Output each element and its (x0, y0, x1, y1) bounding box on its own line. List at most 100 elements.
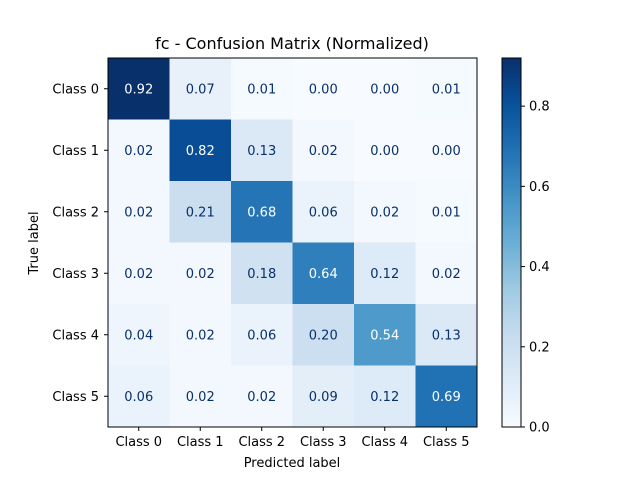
heatmap-cell (169, 58, 232, 120)
heatmap-cell (292, 304, 355, 366)
cell-value-label: 0.01 (247, 82, 276, 97)
cell-value-label: 0.02 (186, 267, 215, 282)
heatmap-cell (231, 181, 293, 243)
heatmap-cell (415, 365, 478, 428)
heatmap-cell (108, 242, 170, 305)
heatmap-cell (108, 58, 170, 120)
colorbar-ticks: 0.0 0.2 0.4 0.6 0.8 (521, 100, 550, 436)
cell-value-label: 0.02 (432, 267, 461, 282)
cell-value-label: 0.07 (186, 82, 215, 97)
x-tick-label: Class 2 (238, 435, 285, 450)
cell-value-label: 0.00 (370, 144, 399, 159)
cell-value-label: 0.82 (186, 144, 215, 159)
cell-value-label: 0.02 (186, 328, 215, 343)
y-tick-label: Class 1 (52, 144, 99, 159)
heatmap-cell (292, 119, 355, 182)
cell-value-label: 0.02 (247, 390, 276, 405)
heatmap-cell (169, 119, 232, 182)
cell-value-label: 0.54 (370, 328, 399, 343)
colorbar-tick-label: 0.4 (529, 260, 550, 275)
plot-frame (107, 57, 478, 428)
x-tick-label: Class 0 (115, 435, 162, 450)
cell-value-label: 0.06 (124, 390, 153, 405)
cell-value-label: 0.02 (124, 267, 153, 282)
y-tick-label: Class 3 (52, 267, 99, 282)
heatmap-cell (354, 119, 416, 182)
heatmap-cell (354, 304, 416, 366)
heatmap-cell-labels: 0.92 0.07 0.01 0.00 0.00 0.01 0.02 0.82 0.13 0.02… (124, 82, 460, 405)
cell-value-label: 0.01 (432, 82, 461, 97)
cell-value-label: 0.04 (124, 328, 153, 343)
cell-value-label: 0.06 (309, 205, 338, 220)
heatmap-cell (354, 365, 416, 428)
x-tick-label: Class 4 (361, 435, 408, 450)
colorbar-tick-label: 0.6 (529, 180, 550, 195)
cell-value-label: 0.69 (432, 390, 461, 405)
cell-value-label: 0.21 (186, 205, 215, 220)
heatmap-cell (231, 119, 293, 182)
colorbar (501, 57, 522, 428)
heatmap-cell (169, 365, 232, 428)
y-axis-ticks: Class 0 Class 1 Class 2 Class 3 Class 4 Class… (52, 82, 108, 405)
x-tick-label: Class 5 (423, 435, 470, 450)
y-tick-label: Class 2 (52, 205, 99, 220)
heatmap-cells (108, 58, 478, 428)
cell-value-label: 0.09 (309, 390, 338, 405)
heatmap-cell (169, 242, 232, 305)
heatmap-cell (292, 58, 355, 120)
y-tick-label: Class 5 (52, 390, 99, 405)
cell-value-label: 0.20 (309, 328, 338, 343)
cell-value-label: 0.02 (186, 390, 215, 405)
cell-value-label: 0.12 (370, 390, 399, 405)
cell-value-label: 0.00 (370, 82, 399, 97)
cell-value-label: 0.02 (124, 144, 153, 159)
heatmap-cell (231, 304, 293, 366)
heatmap-cell (415, 58, 478, 120)
cell-value-label: 0.12 (370, 267, 399, 282)
cell-value-label: 0.02 (309, 144, 338, 159)
colorbar-tick-label: 0.0 (529, 421, 550, 436)
heatmap-cell (354, 242, 416, 305)
x-axis-ticks: Class 0 Class 1 Class 2 Class 3 Class 4 Class… (115, 427, 470, 450)
cell-value-label: 0.01 (432, 205, 461, 220)
cell-value-label: 0.00 (309, 82, 338, 97)
cell-value-label: 0.02 (370, 205, 399, 220)
heatmap-cell (108, 181, 170, 243)
heatmap-cell (231, 58, 293, 120)
cell-value-label: 0.13 (432, 328, 461, 343)
heatmap-cell (108, 304, 170, 366)
heatmap-cell (108, 365, 170, 428)
y-tick-label: Class 0 (52, 82, 99, 97)
y-tick-label: Class 4 (52, 328, 99, 343)
cell-value-label: 0.68 (247, 205, 276, 220)
heatmap-cell (354, 58, 416, 120)
heatmap-cell (292, 365, 355, 428)
heatmap-cell (231, 365, 293, 428)
cell-value-label: 0.06 (247, 328, 276, 343)
heatmap-cell (108, 119, 170, 182)
heatmap-cell (231, 242, 293, 305)
colorbar-tick-label: 0.2 (529, 340, 550, 355)
heatmap-cell (354, 181, 416, 243)
cell-value-label: 0.13 (247, 144, 276, 159)
cell-value-label: 0.02 (124, 205, 153, 220)
heatmap-cell (415, 304, 478, 366)
heatmap-cell (292, 242, 355, 305)
heatmap-cell (169, 304, 232, 366)
heatmap-cell (169, 181, 232, 243)
cell-value-label: 0.92 (124, 82, 153, 97)
colorbar-tick-label: 0.8 (529, 100, 550, 115)
heatmap-cell (415, 119, 478, 182)
heatmap-cell (415, 181, 478, 243)
cell-value-label: 0.64 (309, 267, 338, 282)
x-tick-label: Class 3 (300, 435, 347, 450)
cell-value-label: 0.18 (247, 267, 276, 282)
cell-value-label: 0.00 (432, 144, 461, 159)
x-axis-label: Predicted label (244, 456, 341, 471)
heatmap-cell (415, 242, 478, 305)
chart-title: fc - Confusion Matrix (Normalized) (155, 34, 429, 53)
x-tick-label: Class 1 (177, 435, 224, 450)
y-axis-label: True label (27, 211, 42, 275)
heatmap-cell (292, 181, 355, 243)
